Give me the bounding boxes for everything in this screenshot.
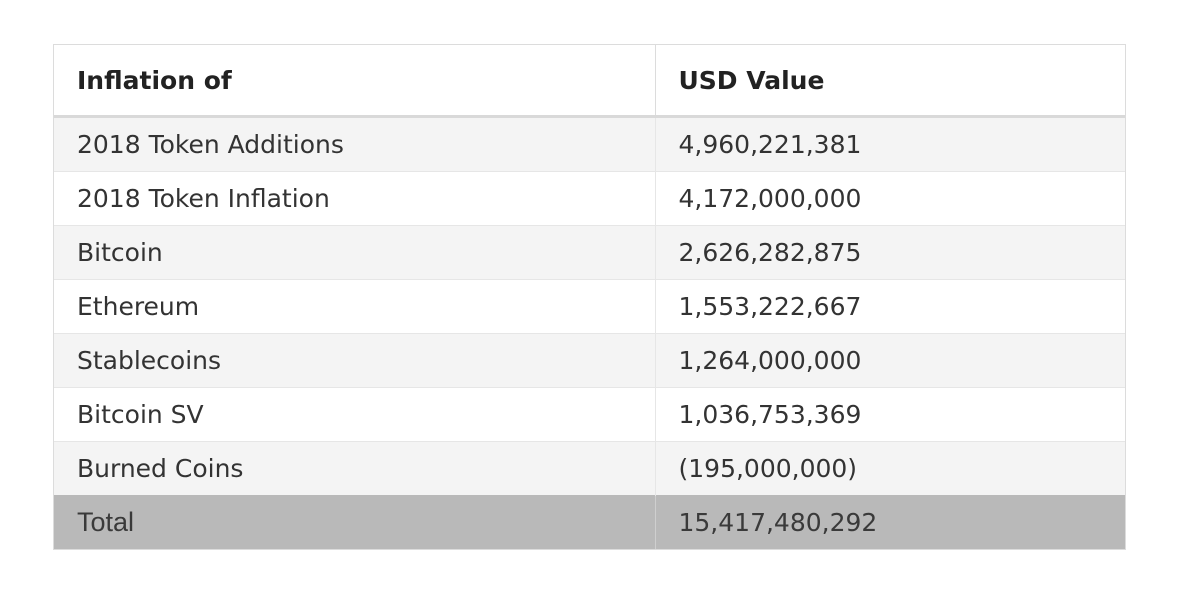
row-value: 1,264,000,000: [654, 333, 1125, 388]
row-label: Bitcoin SV: [54, 387, 655, 442]
table-row: 2018 Token Additions 4,960,221,381: [54, 116, 1125, 172]
row-value: 4,960,221,381: [654, 116, 1125, 172]
total-value: 15,417,480,292: [654, 495, 1125, 549]
table-row: Burned Coins (195,000,000): [54, 441, 1125, 496]
row-value: 1,036,753,369: [654, 387, 1125, 442]
total-label: Total: [54, 495, 655, 549]
row-label: Burned Coins: [54, 441, 655, 496]
row-label: Stablecoins: [54, 333, 655, 388]
table-row: Bitcoin SV 1,036,753,369: [54, 387, 1125, 442]
table-body: 2018 Token Additions 4,960,221,381 2018 …: [54, 116, 1125, 549]
table-row: Stablecoins 1,264,000,000: [54, 333, 1125, 388]
table-row: Bitcoin 2,626,282,875: [54, 225, 1125, 280]
row-label: 2018 Token Additions: [54, 116, 655, 172]
header-row: Inflation of USD Value: [54, 45, 1125, 118]
row-value: 2,626,282,875: [654, 225, 1125, 280]
inflation-table: Inflation of USD Value 2018 Token Additi…: [54, 45, 1125, 549]
row-label: 2018 Token Inflation: [54, 171, 655, 226]
row-value: (195,000,000): [654, 441, 1125, 496]
table-row: 2018 Token Inflation 4,172,000,000: [54, 171, 1125, 226]
table-header: Inflation of USD Value: [54, 45, 1125, 118]
row-value: 4,172,000,000: [654, 171, 1125, 226]
inflation-table-container: Inflation of USD Value 2018 Token Additi…: [53, 44, 1126, 550]
row-value: 1,553,222,667: [654, 279, 1125, 334]
row-label: Ethereum: [54, 279, 655, 334]
column-header-usd-value: USD Value: [654, 45, 1125, 118]
total-row: Total 15,417,480,292: [54, 495, 1125, 549]
row-label: Bitcoin: [54, 225, 655, 280]
column-header-inflation-of: Inflation of: [54, 45, 655, 118]
table-row: Ethereum 1,553,222,667: [54, 279, 1125, 334]
